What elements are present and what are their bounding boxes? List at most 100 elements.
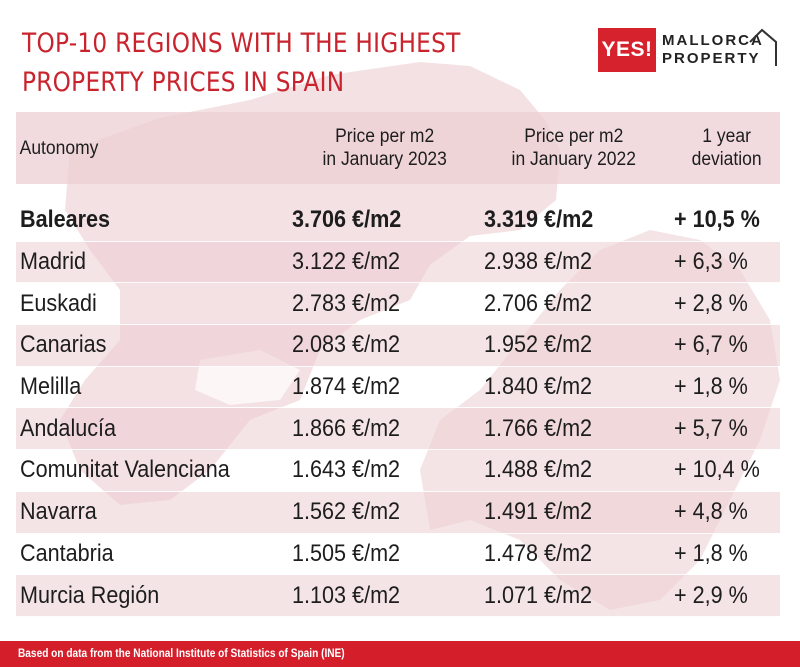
region-label: Navarra	[20, 498, 97, 526]
deviation-cell: + 1,8 %	[664, 534, 780, 576]
price-2022-cell: 1.840 €/m2	[478, 367, 664, 409]
table-row: Comunitat Valenciana 1.643 €/m2 1.488 €/…	[16, 450, 780, 492]
region-cell: Comunitat Valenciana	[16, 450, 284, 492]
price-2022-value: 1.491 €/m2	[484, 498, 593, 526]
deviation-cell: + 2,8 %	[664, 283, 780, 326]
price-2023-cell: 3.706 €/m2	[284, 200, 478, 242]
region-cell: Andalucía	[16, 408, 284, 451]
region-label: Melilla	[20, 373, 82, 401]
price-2022-cell: 1.478 €/m2	[478, 534, 664, 576]
price-2023-cell: 1.562 €/m2	[284, 491, 478, 534]
deviation-value: + 5,7 %	[674, 414, 748, 442]
logo-badge: YES!	[598, 28, 656, 72]
header-spacer	[16, 184, 780, 200]
price-2022-cell: 1.952 €/m2	[478, 325, 664, 367]
region-cell: Navarra	[16, 491, 284, 534]
header-deviation: 1 year deviation	[669, 112, 776, 184]
table-row: Euskadi 2.783 €/m2 2.706 €/m2 + 2,8 %	[16, 283, 780, 326]
price-2022-value: 1.952 €/m2	[484, 331, 593, 359]
region-cell: Euskadi	[16, 283, 284, 326]
price-2023-value: 3.122 €/m2	[292, 248, 401, 276]
region-label: Murcia Región	[20, 581, 160, 609]
source-note: Based on data from the National Institut…	[18, 648, 345, 660]
deviation-value: + 10,5 %	[674, 206, 760, 234]
price-2022-cell: 2.938 €/m2	[478, 241, 664, 284]
region-label: Baleares	[20, 206, 111, 234]
deviation-cell: + 6,3 %	[664, 241, 780, 284]
price-2023-cell: 1.866 €/m2	[284, 408, 478, 451]
source-footer: Based on data from the National Institut…	[0, 641, 800, 667]
region-label: Madrid	[20, 248, 87, 276]
logo-line-1: MALLORCA	[662, 32, 764, 49]
price-2023-cell: 1.505 €/m2	[284, 534, 478, 576]
price-2022-cell: 3.319 €/m2	[478, 200, 664, 242]
header-autonomy: Autonomy	[19, 137, 99, 159]
price-2023-cell: 2.083 €/m2	[284, 325, 478, 367]
price-2022-value: 1.071 €/m2	[484, 581, 593, 609]
deviation-value: + 6,3 %	[674, 248, 748, 276]
header-price-2022-line1: Price per m2	[524, 126, 624, 147]
price-2023-cell: 1.643 €/m2	[284, 450, 478, 492]
price-2023-value: 1.643 €/m2	[292, 456, 401, 484]
deviation-cell: + 10,5 %	[664, 200, 780, 242]
logo-wordmark: MALLORCA PROPERTY	[662, 32, 764, 68]
price-2022-cell: 1.071 €/m2	[478, 575, 664, 617]
price-2022-cell: 1.488 €/m2	[478, 450, 664, 492]
header-deviation-line2: deviation	[691, 149, 762, 170]
header-price-2023: Price per m2 in January 2023	[292, 112, 470, 184]
region-cell: Murcia Región	[16, 575, 284, 617]
region-label: Andalucía	[20, 414, 117, 442]
deviation-cell: + 4,8 %	[664, 491, 780, 534]
region-label: Comunitat Valenciana	[20, 456, 230, 484]
deviation-value: + 4,8 %	[674, 498, 748, 526]
price-2022-value: 3.319 €/m2	[484, 206, 594, 234]
price-2023-value: 1.866 €/m2	[292, 414, 401, 442]
region-cell: Baleares	[16, 200, 284, 242]
deviation-cell: + 2,9 %	[664, 575, 780, 617]
table-row: Andalucía 1.866 €/m2 1.766 €/m2 + 5,7 %	[16, 408, 780, 451]
region-cell: Cantabria	[16, 534, 284, 576]
price-2023-cell: 1.874 €/m2	[284, 367, 478, 409]
price-2023-value: 1.103 €/m2	[292, 581, 401, 609]
prices-table: Autonomy Price per m2 in January 2023 Pr…	[16, 112, 780, 617]
deviation-value: + 1,8 %	[674, 373, 748, 401]
table-row: Baleares 3.706 €/m2 3.319 €/m2 + 10,5 %	[16, 200, 780, 242]
price-2023-value: 2.083 €/m2	[292, 331, 401, 359]
table-header-row: Autonomy Price per m2 in January 2023 Pr…	[16, 112, 780, 184]
header-price-2023-line1: Price per m2	[335, 126, 435, 147]
deviation-value: + 1,8 %	[674, 539, 748, 567]
deviation-value: + 6,7 %	[674, 331, 748, 359]
price-2022-value: 1.840 €/m2	[484, 373, 593, 401]
deviation-cell: + 1,8 %	[664, 367, 780, 409]
price-2023-value: 3.706 €/m2	[292, 206, 402, 234]
table-row: Melilla 1.874 €/m2 1.840 €/m2 + 1,8 %	[16, 367, 780, 409]
price-2023-cell: 2.783 €/m2	[284, 283, 478, 326]
table-row: Navarra 1.562 €/m2 1.491 €/m2 + 4,8 %	[16, 491, 780, 534]
region-cell: Melilla	[16, 367, 284, 409]
price-2022-cell: 1.766 €/m2	[478, 408, 664, 451]
price-2023-value: 1.562 €/m2	[292, 498, 401, 526]
deviation-value: + 10,4 %	[674, 456, 760, 484]
table-row: Canarias 2.083 €/m2 1.952 €/m2 + 6,7 %	[16, 325, 780, 367]
region-cell: Madrid	[16, 241, 284, 284]
table-row: Cantabria 1.505 €/m2 1.478 €/m2 + 1,8 %	[16, 534, 780, 576]
header-price-2022: Price per m2 in January 2022	[485, 112, 656, 184]
region-label: Cantabria	[20, 539, 114, 567]
price-2023-value: 1.874 €/m2	[292, 373, 401, 401]
deviation-cell: + 5,7 %	[664, 408, 780, 451]
header-price-2022-line2: in January 2022	[511, 149, 636, 170]
price-2023-cell: 1.103 €/m2	[284, 575, 478, 617]
deviation-value: + 2,9 %	[674, 581, 748, 609]
region-label: Euskadi	[20, 289, 97, 317]
region-cell: Canarias	[16, 325, 284, 367]
header-deviation-line1: 1 year	[702, 126, 751, 147]
price-2022-cell: 2.706 €/m2	[478, 283, 664, 326]
table-row: Murcia Región 1.103 €/m2 1.071 €/m2 + 2,…	[16, 575, 780, 617]
table-row: Madrid 3.122 €/m2 2.938 €/m2 + 6,3 %	[16, 241, 780, 284]
price-2022-cell: 1.491 €/m2	[478, 491, 664, 534]
price-2022-value: 2.706 €/m2	[484, 289, 593, 317]
deviation-cell: + 10,4 %	[664, 450, 780, 492]
house-icon	[749, 28, 777, 66]
price-2022-value: 1.766 €/m2	[484, 414, 593, 442]
price-2023-value: 1.505 €/m2	[292, 539, 401, 567]
